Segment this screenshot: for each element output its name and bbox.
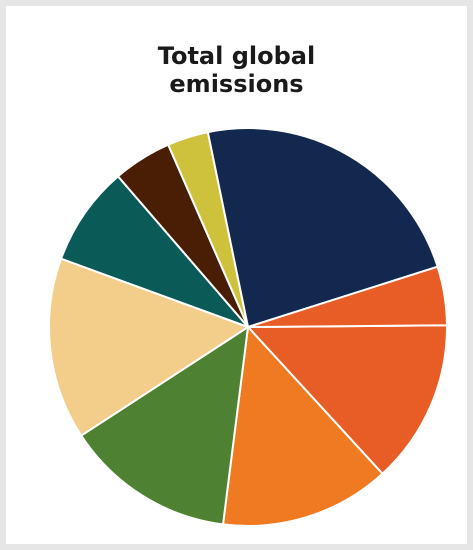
pie-slice-2: [222, 326, 384, 527]
pie-slice-4: [48, 257, 249, 437]
pie-slice-9: [247, 265, 448, 328]
chart-title: Total global emissions: [0, 42, 473, 98]
pie-slice-1: [247, 324, 448, 475]
pie-slice-8: [206, 127, 439, 328]
pie-slice-5: [60, 175, 249, 328]
pie-slice-3: [80, 326, 249, 526]
chart-title-line-2: emissions: [169, 70, 304, 98]
chart-title-line-1: Total global: [157, 42, 316, 70]
